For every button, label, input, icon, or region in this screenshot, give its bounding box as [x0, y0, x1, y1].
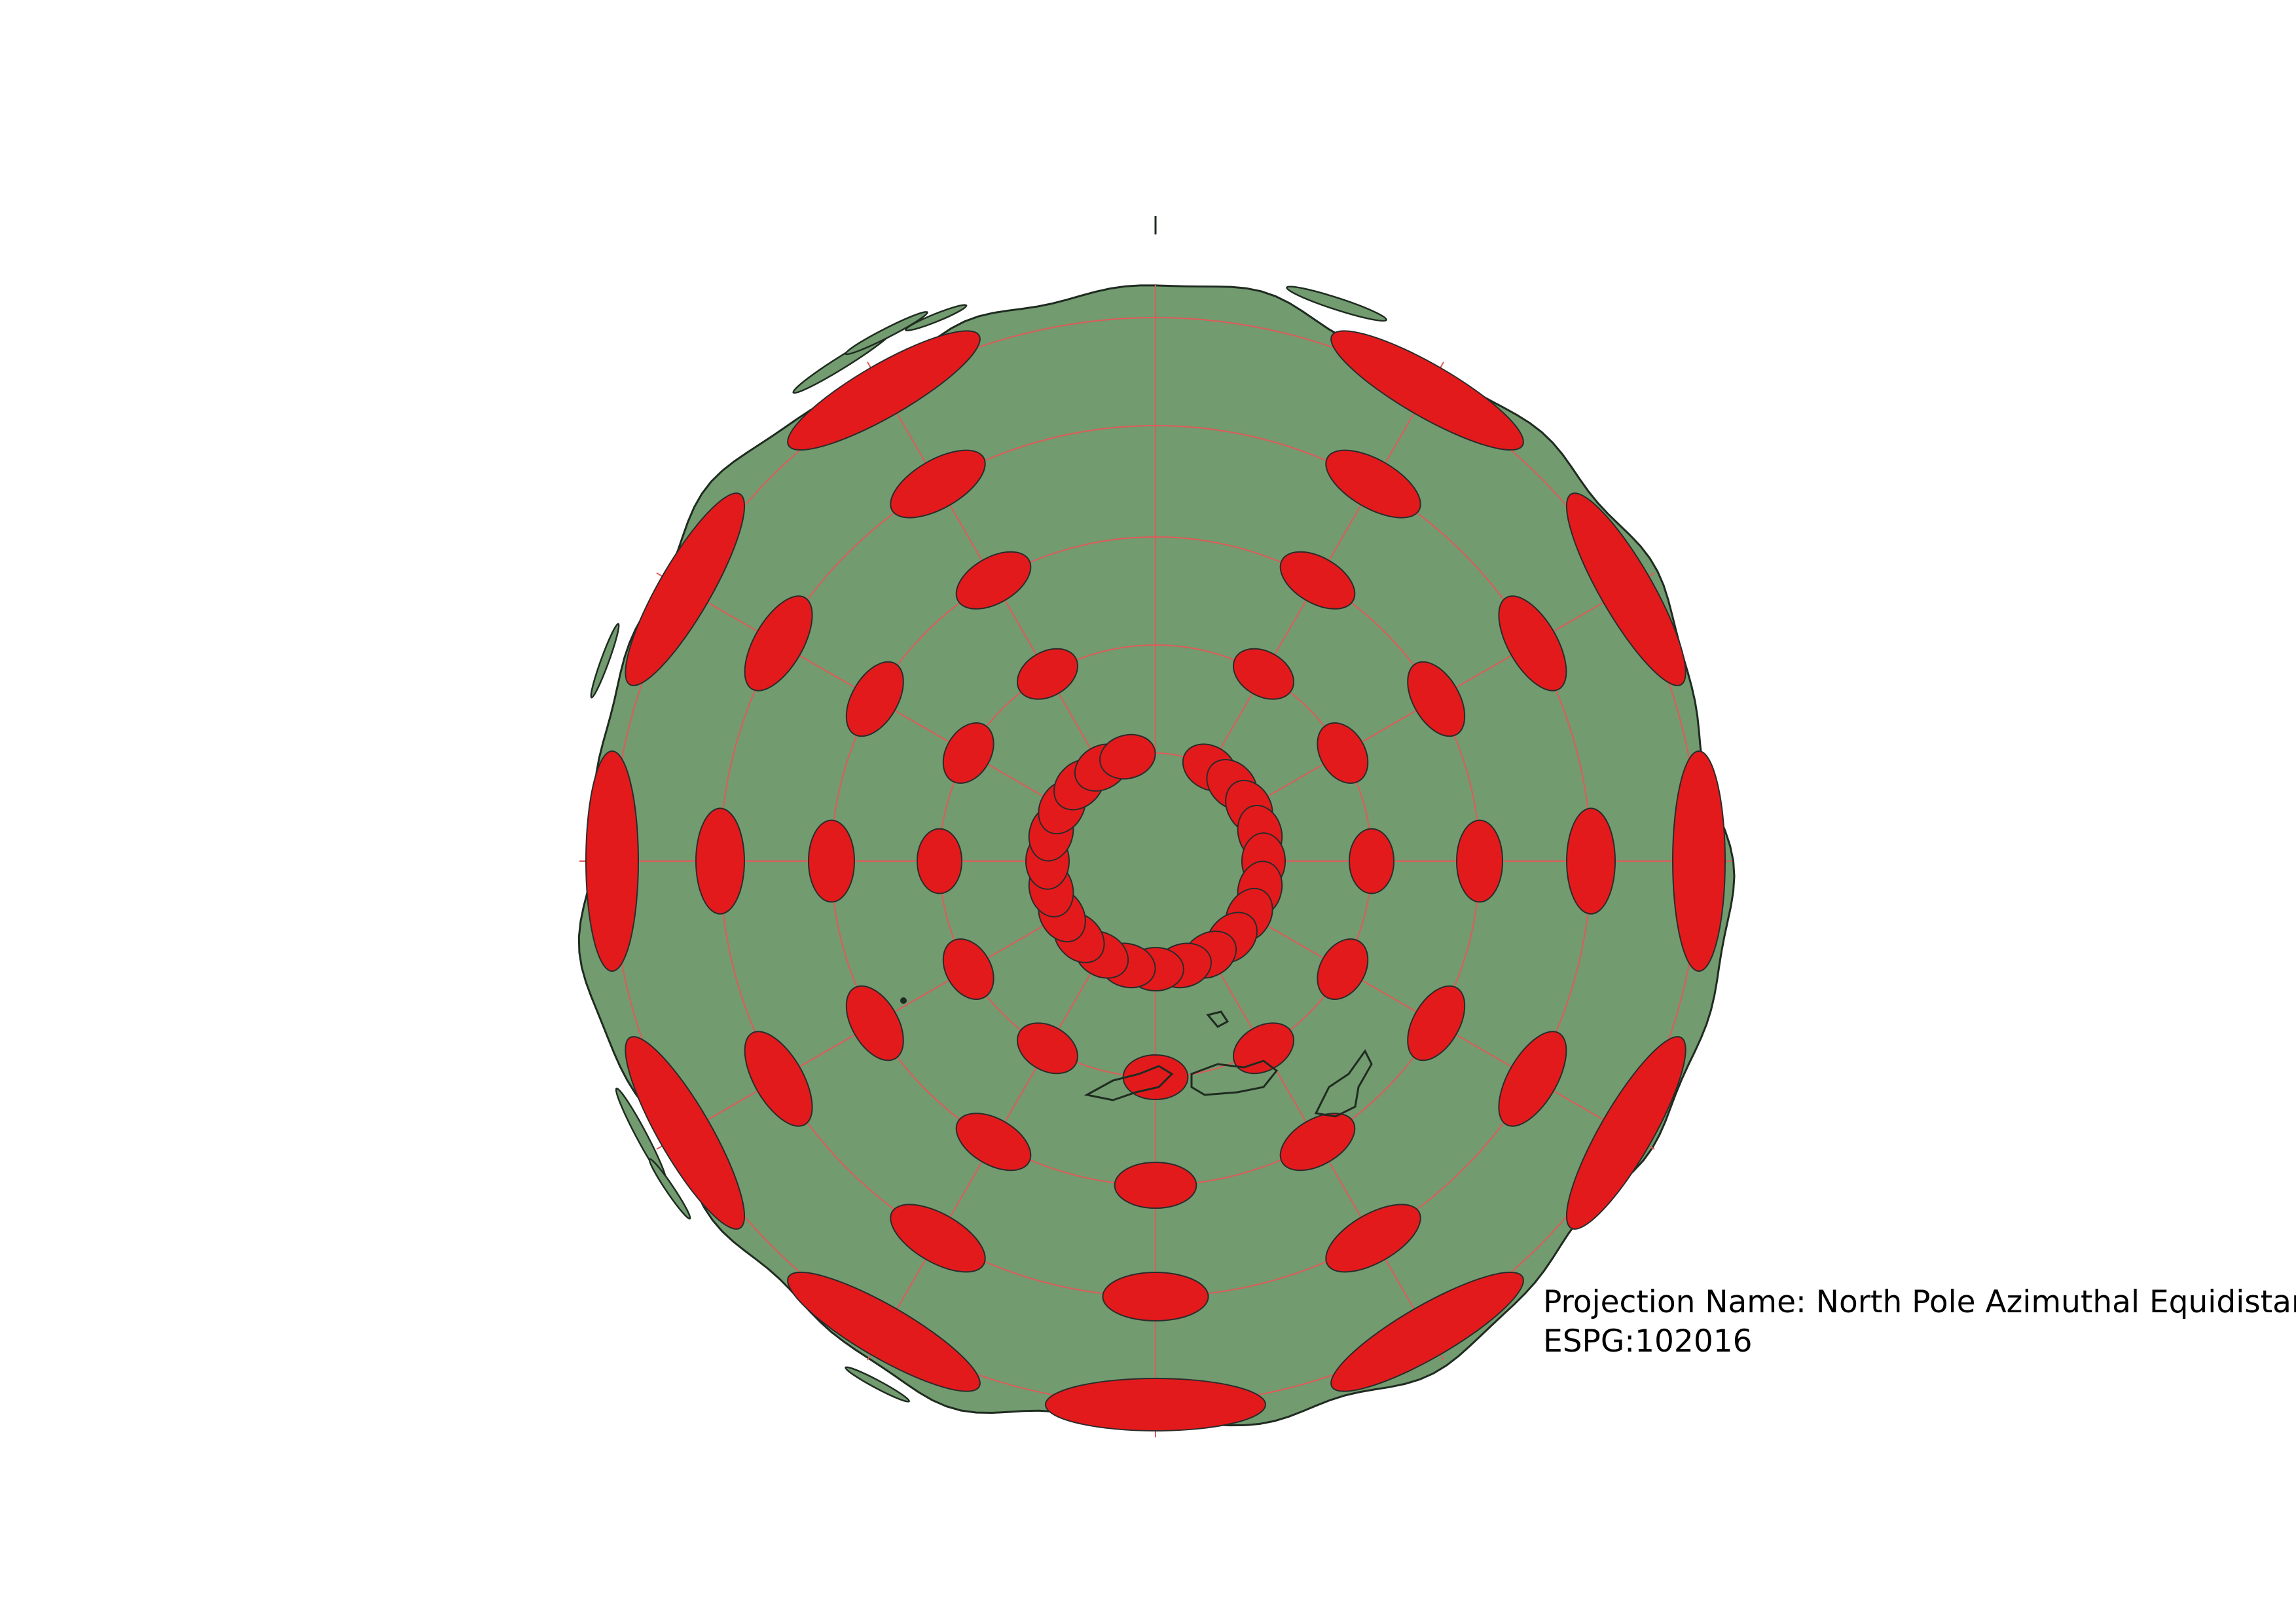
tissot-indicatrices	[585, 330, 1726, 1431]
tissot-indicatrix-ellipse	[1407, 661, 1466, 737]
tissot-indicatrix-ellipse	[1232, 648, 1295, 700]
tissot-indicatrix-ellipse	[1330, 330, 1524, 451]
tissot-indicatrix-ellipse	[1016, 648, 1079, 700]
tissot-indicatrix-ellipse	[744, 595, 813, 692]
tissot-indicatrix-ellipse	[890, 1204, 986, 1273]
tissot-indicatrix-ellipse	[695, 807, 745, 915]
coastline-fragment	[905, 304, 968, 331]
tissot-indicatrix-ellipse	[787, 1271, 981, 1392]
projection-name-label: Projection Name: North Pole Azimuthal Eq…	[1543, 1284, 2296, 1320]
tissot-indicatrix-ellipse	[917, 828, 962, 895]
coastline-fragment	[590, 623, 620, 699]
coastline-fragment	[845, 310, 928, 356]
tissot-indicatrix-ellipse	[625, 492, 746, 686]
tissot-indicatrix-ellipse	[1498, 595, 1567, 692]
tissot-indicatrix-ellipse	[1566, 807, 1616, 915]
tissot-indicatrix-ellipse	[585, 750, 639, 972]
island-coastline	[1206, 1010, 1230, 1028]
tissot-indicatrix-ellipse	[1099, 733, 1156, 780]
tissot-indicatrix-ellipse	[744, 1031, 813, 1127]
tissot-indicatrix-ellipse	[1330, 1271, 1524, 1392]
tissot-indicatrix-ellipse	[955, 1113, 1032, 1172]
tissot-indicatrix-ellipse	[845, 661, 904, 737]
tissot-indicatrix-ellipse	[845, 985, 904, 1061]
tissot-indicatrix-ellipse	[955, 551, 1032, 610]
tissot-indicatrix-ellipse	[808, 819, 855, 903]
tissot-indicatrix-ellipse	[1232, 1022, 1295, 1075]
inner-coastlines	[900, 997, 1373, 1118]
coastline-fragments	[590, 286, 1387, 1403]
tissot-indicatrix-ellipse	[787, 330, 981, 451]
island-coastline	[1314, 1049, 1373, 1118]
tissot-indicatrix-ellipse	[1102, 1272, 1209, 1321]
tissot-indicatrix-ellipse	[1279, 1113, 1356, 1172]
tissot-indicatrix-ellipse	[890, 449, 986, 519]
tissot-indicatrix-ellipse	[1317, 938, 1369, 1001]
tissot-indicatrix-ellipse	[1114, 1162, 1197, 1209]
island-coastline	[1084, 1065, 1174, 1101]
tissot-indicatrix-ellipse	[1045, 1378, 1266, 1431]
coastline-fragment	[1286, 286, 1387, 322]
tissot-indicatrix-ellipse	[942, 722, 994, 784]
tissot-indicatrix-ellipse	[1349, 828, 1394, 895]
tissot-indicatrix-ellipse	[1456, 819, 1503, 903]
tissot-indicatrix-ellipse	[1325, 1204, 1421, 1273]
coastline-fragment	[845, 1366, 910, 1403]
tissot-indicatrix-ellipse	[1565, 492, 1686, 686]
tissot-indicatrix-ellipse	[1498, 1031, 1567, 1127]
tissot-indicatrix-ellipse	[1565, 1036, 1686, 1230]
island-dot	[900, 997, 907, 1004]
tissot-indicatrix-ellipse	[942, 938, 994, 1001]
tissot-indicatrix-ellipse	[1325, 449, 1421, 519]
epsg-code-label: ESPG:102016	[1543, 1323, 1753, 1359]
tissot-indicatrix-ellipse	[1279, 551, 1356, 610]
island-coastline	[1190, 1060, 1279, 1096]
tissot-indicatrix-ellipse	[1016, 1022, 1079, 1075]
tissot-indicatrix-ellipse	[1317, 722, 1369, 784]
tissot-indicatrix-ellipse	[625, 1036, 746, 1230]
coastline-fragment	[648, 1158, 691, 1220]
tissot-indicatrix-ellipse	[1407, 985, 1466, 1061]
tissot-indicatrix-ellipse	[1672, 750, 1726, 972]
